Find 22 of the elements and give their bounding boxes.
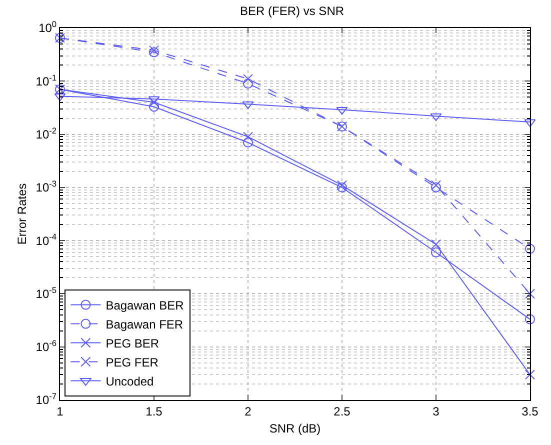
y-axis-title: Error Rates (15, 183, 30, 245)
y-tick-label: 10$^{-3}$ (36, 178, 57, 195)
x-tick-label: 3.5 (522, 404, 539, 418)
y-tick-label: 10$^{-7}$ (36, 391, 57, 408)
y-tick-label: 10$^{-1}$ (36, 72, 57, 88)
legend-label: Bagawan BER (106, 298, 184, 312)
y-tick-label: 10$^{-6}$ (36, 338, 57, 354)
legend-label: PEG FER (106, 355, 159, 370)
y-tick-label: 10$^{-4}$ (36, 232, 57, 248)
y-tick-label: 10$^{-2}$ (36, 125, 57, 142)
x-tick-label: 2 (244, 404, 252, 418)
legend-label: Uncoded (106, 374, 154, 388)
x-tick-label: 1 (56, 404, 64, 418)
legend-label: PEG BER (106, 336, 160, 350)
x-axis-title: SNR (dB) (269, 421, 321, 436)
chart-title: BER (FER) vs SNR (240, 4, 344, 18)
legend-label: Bagawan FER (106, 317, 184, 332)
x-tick-label: 2.5 (334, 404, 351, 418)
y-tick-label: 10$^{0}$ (38, 19, 57, 36)
x-tick-label: 1.5 (146, 404, 163, 418)
x-tick-label: 3 (432, 404, 440, 418)
y-tick-label: 10$^{-5}$ (36, 284, 57, 301)
